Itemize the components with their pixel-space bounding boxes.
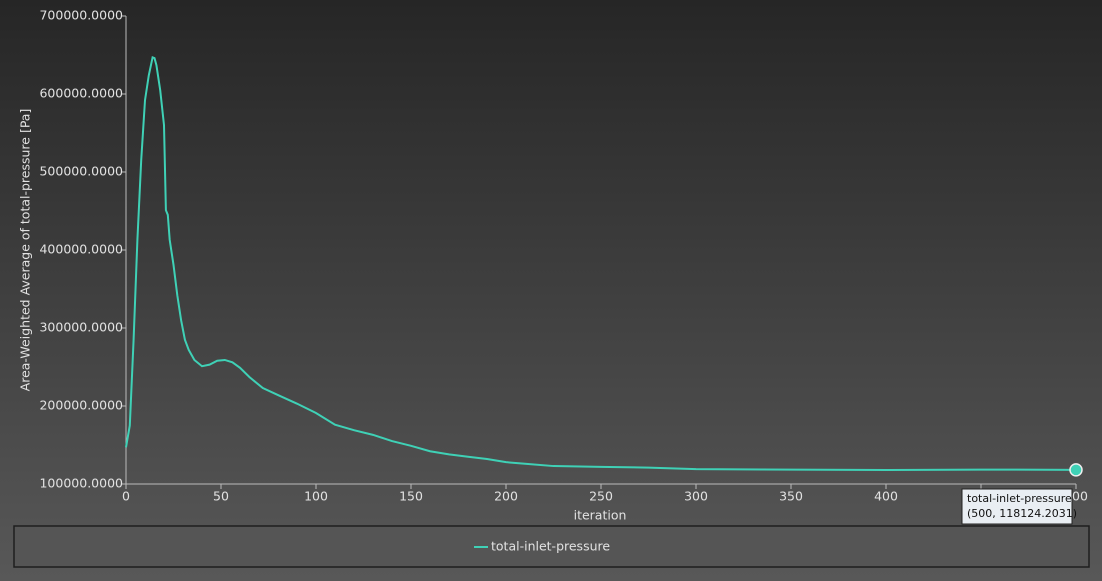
legend-label: total-inlet-pressure — [491, 539, 610, 554]
y-axis-title: Area-Weighted Average of total-pressure … — [18, 109, 33, 392]
y-tick-label: 700000.0000 — [39, 8, 123, 23]
legend-box — [13, 525, 1090, 568]
x-tick-label: 250 — [589, 489, 613, 504]
y-tick-label: 300000.0000 — [39, 320, 123, 335]
hover-marker — [1069, 463, 1083, 477]
x-tick-label: 200 — [494, 489, 518, 504]
x-tick-label: 50 — [213, 489, 229, 504]
x-tick-label: 100 — [304, 489, 328, 504]
y-tick-label: 600000.0000 — [39, 86, 123, 101]
x-axis-title: iteration — [574, 508, 627, 523]
tooltip-series: total-inlet-pressure — [967, 492, 1072, 505]
tooltip-box — [961, 488, 1073, 525]
y-tick-label: 200000.0000 — [39, 398, 123, 413]
x-tick-label: 400 — [874, 489, 898, 504]
x-tick-label: 0 — [122, 489, 130, 504]
y-tick-label: 400000.0000 — [39, 242, 123, 257]
x-tick-label: 350 — [779, 489, 803, 504]
x-tick-label: 300 — [684, 489, 708, 504]
x-tick-label: 150 — [399, 489, 423, 504]
series-line — [125, 55, 1077, 471]
tooltip-value: (500, 118124.2031) — [967, 507, 1077, 520]
y-tick-label: 500000.0000 — [39, 164, 123, 179]
y-tick-label: 100000.0000 — [39, 476, 123, 491]
